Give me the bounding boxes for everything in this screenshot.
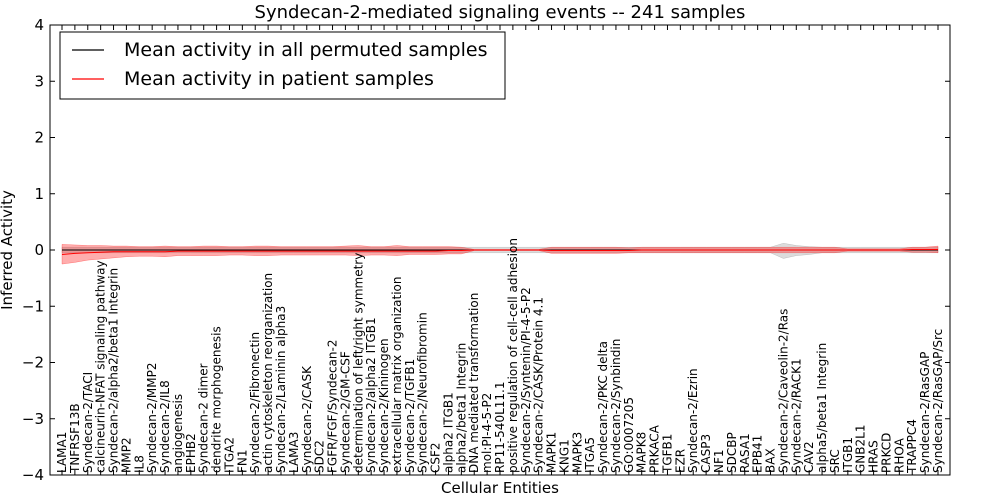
y-tick-label: 0 [34,241,44,259]
x-tick-label: SRC [828,449,842,473]
x-tick-label: TRAPPC4 [905,419,919,474]
x-tick-label: NF1 [712,449,726,473]
x-tick-label: alpha2 ITGB1 [441,392,455,473]
x-tick-label: BAX [764,448,778,473]
x-tick-label: Syndecan-2/PKC delta [596,341,610,473]
x-tick-label: Syndecan-2/Caveolin-2/Ras [776,309,790,473]
x-tick-label: IL8 [132,455,146,473]
x-tick-label: Syndecan-2/alpha2 ITGB1 [364,317,378,473]
x-tick-label: Syndecan-2/alpha2/beta1 Integrin [107,268,121,473]
legend-box [59,31,506,100]
x-tick-label: MAPK3 [570,432,584,473]
x-tick-label: determination of left/right symmetry [351,253,365,473]
chart-title: Syndecan-2-mediated signaling events -- … [255,2,746,23]
y-tick-label: −2 [22,354,44,372]
x-tick-label: FN1 [235,449,249,473]
x-tick-label: angiogenesis [171,394,185,473]
x-tick-label: Syndecan-2/Syntenin/PI-4-5-P2 [519,287,533,473]
x-tick-label: Syndecan-2/MMP2 [145,363,159,473]
x-tick-label: EZR [673,449,687,473]
x-tick-label: alpha5/beta1 Integrin [815,343,829,473]
y-tick-label: 4 [34,16,44,34]
x-tick-label: EPB41 [751,435,765,473]
x-tick-label: Syndecan-2/Neurofibromin [416,312,430,473]
x-tick-label: Syndecan-2/Fibronectin [248,332,262,473]
plot-area: −4 −3 −2 −1 0 1 2 3 4 LAMA1TNFRSF13BSyndecan-2/TA… [22,16,951,484]
x-tick-label: MMP2 [119,437,133,473]
x-tick-label: dendrite morphogenesis [210,326,224,473]
x-tick-label: Syndecan-2 dimer [197,363,211,473]
x-tick-label: FGFR/FGF/Syndecan-2 [326,340,340,473]
x-tick-label: Syndecan-2/IL8 [158,380,172,473]
x-tick-label: TGFB1 [660,434,674,474]
x-tick-label: CAV2 [802,441,816,473]
y-tick-label: −3 [22,410,44,428]
x-tick-label: Syndecan-2/Synbindin [609,339,623,473]
x-tick-label: Syndecan-2/RasGAP [918,352,932,473]
x-tick-label: actin cytoskeleton reorganization [261,273,275,473]
x-tick-label: ITGA5 [583,437,597,473]
patient-band [61,244,939,265]
x-tick-label: GNB2L1 [854,425,868,473]
y-axis-label: Inferred Activity [0,190,16,310]
x-tick-label: PRKACA [648,424,662,473]
x-tick-label: Syndecan-2/CASK [300,365,314,473]
x-tick-label: TNFRSF13B [68,403,82,474]
x-tick-label: mol:PI-4-5-P2 [480,393,494,473]
legend-label: Mean activity in all permuted samples [124,39,487,61]
x-tick-label: Syndecan-2/GM-CSF [338,351,352,473]
x-tick-label: Syndecan-2/Kininogen [377,338,391,473]
x-tick-label: PRKCD [879,433,893,473]
x-tick-label: RHOA [892,437,906,473]
y-tick-label: 3 [34,72,44,90]
x-tick-label: DNA mediated transformation [467,293,481,473]
x-tick-label: GO:0007205 [622,397,636,473]
x-tick-label: Syndecan-2/CASK/Protein 4.1 [532,297,546,473]
x-tick-label: LAMA1 [55,432,69,473]
x-tick-label: Syndecan-2/Laminin alpha3 [274,306,288,473]
x-tick-label: ITGA2 [222,437,236,473]
x-tick-label: RP11-540L11.1 [493,382,507,473]
permuted-band [61,242,939,259]
x-tick-label: Syndecan-2/RACK1 [789,358,803,473]
x-tick-label: RASA1 [738,433,752,473]
x-tick-label: positive regulation of cell-cell adhesio… [506,238,520,473]
x-tick-label: MAPK8 [635,432,649,473]
patient-mean-line [61,248,938,255]
x-tick-label: Syndecan-2/TGFB1 [403,359,417,473]
x-tick-label: ITGB1 [841,437,855,473]
x-tick-label: LAMA3 [287,432,301,473]
x-tick-label: extracellular matrix organization [390,277,404,474]
x-tick-label: CSF2 [429,442,443,473]
x-tick-label: KNG1 [557,439,571,473]
x-axis-label: Cellular Entities [441,479,559,497]
y-tick-label: 2 [34,129,44,147]
x-tick-label: Syndecan-2/RasGAP/Src [931,329,945,473]
x-tick-label: MAPK1 [545,432,559,473]
y-tick-label: 1 [34,185,44,203]
legend: Mean activity in all permuted samples Mea… [59,31,506,100]
legend-label: Mean activity in patient samples [124,68,434,90]
x-tick-label: alpha2/beta1 Integrin [454,343,468,473]
y-tick-label: −4 [22,466,44,484]
x-tick-label: HRAS [867,440,881,473]
x-tick-label: SDC2 [313,440,327,473]
x-tick-label: SDCBP [725,432,739,473]
x-tick-label: calcineurin-NFAT signaling pathway [94,260,108,473]
x-tick-label: CASP3 [699,434,713,473]
x-tick-label: Syndecan-2/Ezrin [686,368,700,473]
x-tick-label: EPHB2 [184,433,198,473]
x-tick-label: Syndecan-2/TACI [81,372,95,473]
y-tick-label: −1 [22,297,44,315]
